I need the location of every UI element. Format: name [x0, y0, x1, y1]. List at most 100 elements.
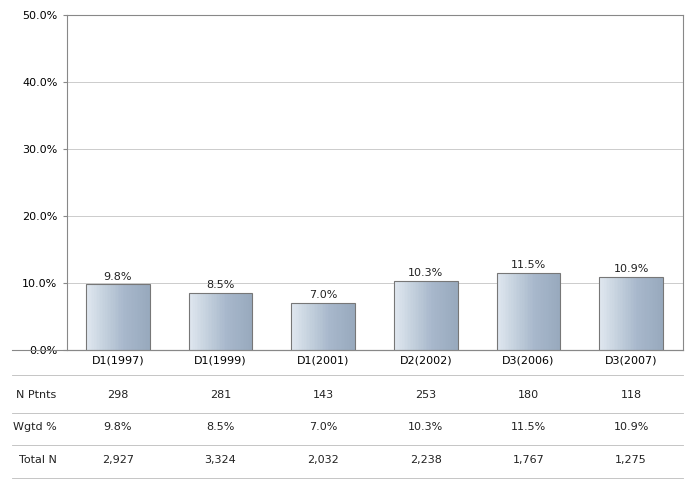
- Bar: [631, 277, 633, 350]
- Bar: [556, 273, 557, 350]
- Bar: [298, 303, 300, 350]
- Text: 9.8%: 9.8%: [104, 272, 132, 281]
- Bar: [110, 284, 111, 350]
- Bar: [601, 277, 603, 350]
- Bar: [97, 284, 99, 350]
- Bar: [510, 273, 511, 350]
- Bar: [291, 303, 293, 350]
- Text: 118: 118: [621, 390, 642, 400]
- Text: Total N: Total N: [19, 455, 57, 465]
- Bar: [394, 281, 395, 350]
- Bar: [636, 277, 638, 350]
- Bar: [208, 293, 209, 350]
- Bar: [418, 281, 419, 350]
- Bar: [434, 281, 435, 350]
- Bar: [501, 273, 503, 350]
- Bar: [314, 303, 315, 350]
- Bar: [614, 277, 615, 350]
- Bar: [399, 281, 400, 350]
- Bar: [599, 277, 601, 350]
- Bar: [531, 273, 533, 350]
- Bar: [644, 277, 645, 350]
- Bar: [293, 303, 295, 350]
- Bar: [638, 277, 639, 350]
- Text: 9.8%: 9.8%: [104, 422, 132, 432]
- Bar: [639, 277, 640, 350]
- Bar: [302, 303, 304, 350]
- Bar: [645, 277, 647, 350]
- Bar: [95, 284, 97, 350]
- Bar: [649, 277, 650, 350]
- Bar: [514, 273, 516, 350]
- Bar: [551, 273, 552, 350]
- Bar: [440, 281, 442, 350]
- Bar: [442, 281, 443, 350]
- Bar: [106, 284, 108, 350]
- Text: 1,275: 1,275: [615, 455, 647, 465]
- Bar: [306, 303, 307, 350]
- Bar: [121, 284, 122, 350]
- Text: 8.5%: 8.5%: [206, 422, 235, 432]
- Bar: [130, 284, 132, 350]
- Bar: [540, 273, 541, 350]
- Bar: [341, 303, 342, 350]
- Bar: [213, 293, 214, 350]
- Bar: [354, 303, 355, 350]
- Bar: [246, 293, 248, 350]
- Bar: [497, 273, 560, 350]
- Bar: [658, 277, 660, 350]
- Bar: [533, 273, 535, 350]
- Bar: [214, 293, 216, 350]
- Bar: [249, 293, 251, 350]
- Bar: [217, 293, 219, 350]
- Bar: [610, 277, 612, 350]
- Bar: [310, 303, 312, 350]
- Bar: [248, 293, 249, 350]
- Bar: [223, 293, 225, 350]
- Bar: [342, 303, 344, 350]
- Bar: [100, 284, 102, 350]
- Bar: [86, 284, 88, 350]
- Bar: [437, 281, 439, 350]
- Bar: [113, 284, 115, 350]
- Bar: [400, 281, 402, 350]
- Bar: [512, 273, 514, 350]
- Bar: [528, 273, 530, 350]
- Text: 10.3%: 10.3%: [408, 422, 444, 432]
- Bar: [220, 293, 222, 350]
- Bar: [429, 281, 430, 350]
- Bar: [120, 284, 121, 350]
- Text: N Ptnts: N Ptnts: [16, 390, 57, 400]
- Bar: [202, 293, 203, 350]
- Bar: [352, 303, 354, 350]
- Bar: [508, 273, 510, 350]
- Bar: [318, 303, 320, 350]
- Bar: [323, 303, 325, 350]
- Bar: [99, 284, 100, 350]
- Bar: [145, 284, 146, 350]
- Text: 2,032: 2,032: [307, 455, 339, 465]
- Text: 11.5%: 11.5%: [511, 260, 546, 270]
- Bar: [657, 277, 658, 350]
- Bar: [227, 293, 228, 350]
- Bar: [430, 281, 433, 350]
- Bar: [447, 281, 448, 350]
- Bar: [335, 303, 336, 350]
- Text: 180: 180: [518, 390, 539, 400]
- Bar: [432, 281, 434, 350]
- Bar: [118, 284, 120, 350]
- Bar: [299, 303, 301, 350]
- Bar: [443, 281, 445, 350]
- Bar: [496, 273, 498, 350]
- Bar: [244, 293, 246, 350]
- Bar: [662, 277, 663, 350]
- Bar: [337, 303, 339, 350]
- Bar: [225, 293, 227, 350]
- Bar: [203, 293, 204, 350]
- Bar: [527, 273, 528, 350]
- Bar: [419, 281, 421, 350]
- Text: 2,927: 2,927: [102, 455, 134, 465]
- Bar: [88, 284, 89, 350]
- Bar: [525, 273, 527, 350]
- Bar: [559, 273, 561, 350]
